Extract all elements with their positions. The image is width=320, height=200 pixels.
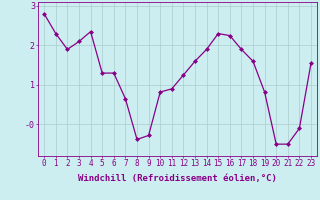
X-axis label: Windchill (Refroidissement éolien,°C): Windchill (Refroidissement éolien,°C): [78, 174, 277, 183]
